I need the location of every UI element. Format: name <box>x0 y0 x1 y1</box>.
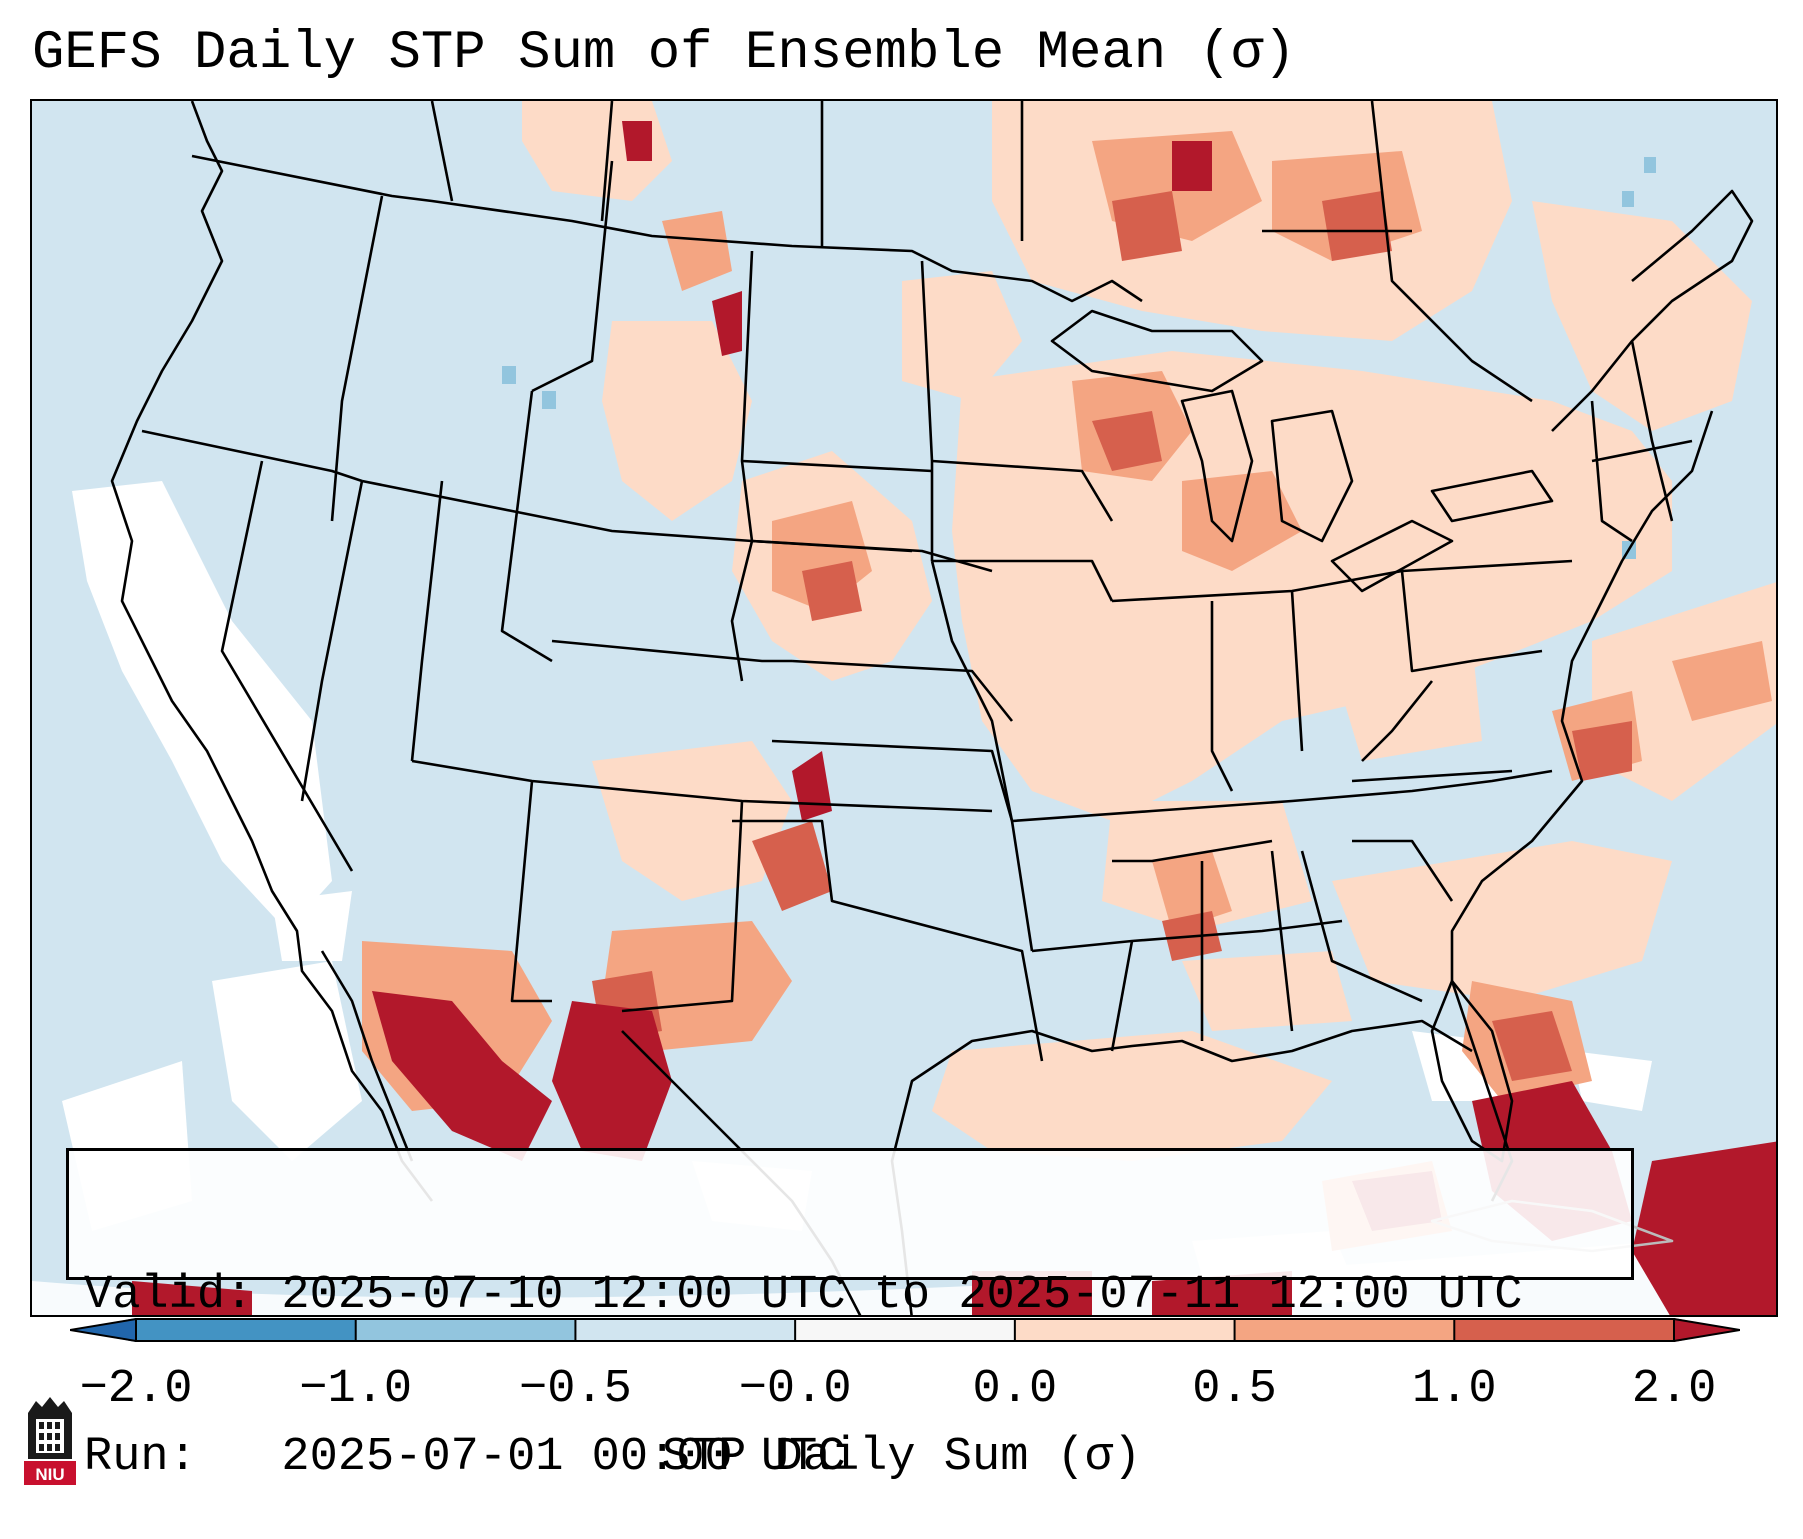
niu-tower-logo-icon: NIU <box>24 1397 76 1485</box>
valid-run-info-box: Valid: 2025-07-10 12:00 UTC to 2025-07-1… <box>66 1148 1634 1484</box>
logo-text: NIU <box>35 1465 64 1484</box>
colorbar <box>70 1318 1740 1342</box>
colorbar-segment <box>1234 1318 1455 1342</box>
map-svg <box>32 101 1776 1315</box>
colorbar-tick-label: 2.0 <box>1631 1363 1717 1416</box>
run-time-text: Run: 2025-07-01 00:00 UTC <box>84 1431 846 1484</box>
colorbar-extend-low <box>70 1318 136 1342</box>
colorbar-tick-label: 0.0 <box>972 1363 1058 1416</box>
colorbar-segment <box>1454 1318 1675 1342</box>
page-title: GEFS Daily STP Sum of Ensemble Mean (σ) <box>32 23 1296 84</box>
colorbar-segment <box>136 1318 357 1342</box>
colorbar-extend-high <box>1674 1318 1740 1342</box>
colorbar-tick-label: −2.0 <box>79 1363 193 1416</box>
colorbar-segment <box>1014 1318 1236 1342</box>
colorbar-segment <box>355 1318 576 1342</box>
valid-time-text: Valid: 2025-07-10 12:00 UTC to 2025-07-1… <box>84 1269 1523 1322</box>
map-panel <box>30 99 1778 1317</box>
colorbar-tick-label: 1.0 <box>1411 1363 1497 1416</box>
colorbar-tick-label: −0.0 <box>738 1363 852 1416</box>
colorbar-tick-label: −1.0 <box>299 1363 413 1416</box>
colorbar-tick-label: 0.5 <box>1192 1363 1277 1416</box>
colorbar-segment <box>795 1318 1016 1342</box>
colorbar-segments <box>70 1318 1740 1342</box>
geographic-borders <box>110 101 1754 1315</box>
colorbar-label: STP Daily Sum (σ) <box>661 1431 1142 1484</box>
colorbar-segment <box>575 1318 796 1342</box>
colorbar-tick-label: −0.5 <box>519 1363 632 1416</box>
